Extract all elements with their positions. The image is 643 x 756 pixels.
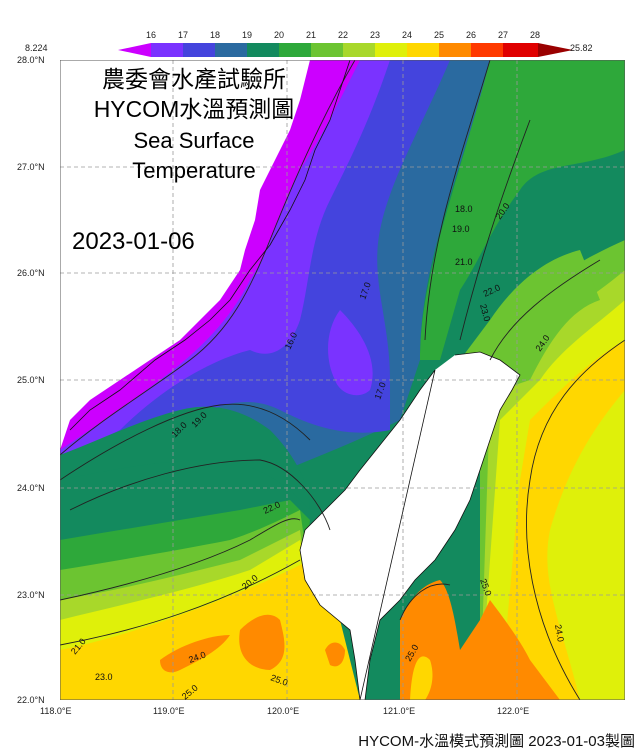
colorbar-tick: 18 <box>209 30 221 40</box>
title-sea-surface: Sea Surface <box>133 128 255 153</box>
lon-label: 120.0°E <box>267 706 300 716</box>
contour-label: 18.0 <box>455 204 473 214</box>
footer-caption: HYCOM-水溫模式預測圖 2023-01-03製圖 <box>358 733 635 750</box>
contour-label: 24.0 <box>553 624 566 643</box>
contour-lines <box>60 60 625 700</box>
lat-label: 25.0°N <box>17 375 45 385</box>
colorbar-tick: 19 <box>241 30 253 40</box>
contour-label: 21.0 <box>455 257 473 267</box>
contour-label: 23.0 <box>95 672 113 682</box>
lon-label: 121.0°E <box>383 706 416 716</box>
colorbar-tick: 22 <box>337 30 349 40</box>
lat-label: 28.0°N <box>17 55 45 65</box>
colorbar-tick: 23 <box>369 30 381 40</box>
lat-label: 22.0°N <box>17 695 45 705</box>
colorbar-tick: 28 <box>529 30 541 40</box>
lat-label: 27.0°N <box>17 162 45 172</box>
colorbar-tick: 27 <box>497 30 509 40</box>
colorbar-min-label: 8.224 <box>25 43 48 53</box>
contour-label: 23.0 <box>478 303 492 323</box>
colorbar-tick: 16 <box>145 30 157 40</box>
forecast-date: 2023-01-06 <box>72 228 195 255</box>
colorbar-tick: 24 <box>401 30 413 40</box>
colorbar-tick: 26 <box>465 30 477 40</box>
sst-map: 16.0 17.0 17.0 18.0 18.0 19.0 19.0 20.0 … <box>60 60 625 700</box>
colorbar-tick: 21 <box>305 30 317 40</box>
china-coastline <box>69 60 351 431</box>
grid-lines <box>60 60 625 700</box>
lat-label: 23.0°N <box>17 590 45 600</box>
taiwan-coastline <box>299 351 521 700</box>
colorbar-gradient <box>118 43 573 57</box>
lon-label: 122.0°E <box>497 706 530 716</box>
title-hycom: HYCOM水溫預測圖 <box>93 96 295 122</box>
title-temperature: Temperature <box>132 158 256 183</box>
colorbar-tick: 20 <box>273 30 285 40</box>
lat-label: 24.0°N <box>17 483 45 493</box>
colorbar-tick: 25 <box>433 30 445 40</box>
title-agency: 農委會水產試驗所 <box>102 66 286 92</box>
colorbar-max-label: 25.82 <box>570 43 593 53</box>
lon-label: 119.0°E <box>153 706 185 716</box>
contour-label: 19.0 <box>452 224 470 234</box>
colorbar-tick: 17 <box>177 30 189 40</box>
lat-label: 26.0°N <box>17 268 45 278</box>
lon-label: 118.0°E <box>40 706 72 716</box>
